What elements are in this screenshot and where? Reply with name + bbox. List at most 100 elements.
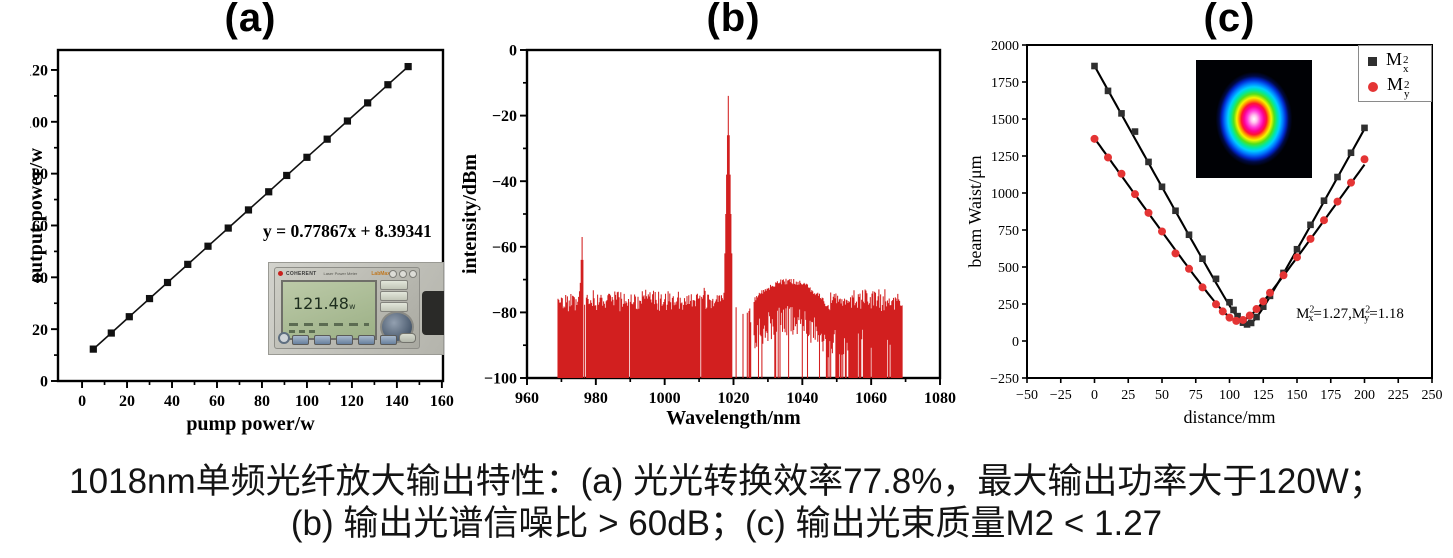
svg-text:−80: −80 [492, 305, 517, 322]
meter-round-button [389, 270, 397, 278]
power-meter-inset: COHERENT Laser Power Meter LabMax 121.48… [268, 262, 444, 355]
svg-text:1750: 1750 [991, 76, 1019, 91]
svg-text:1000: 1000 [649, 390, 681, 407]
svg-text:1500: 1500 [991, 113, 1019, 128]
panel-b: (b) 960 980 1000 1020 1040 1060 1080 0 −20 −40 −60… [460, 0, 965, 450]
meter-reading-unit: w [348, 302, 356, 311]
beam-profile-inset [1196, 60, 1312, 178]
svg-text:−60: −60 [492, 239, 517, 256]
panel-a-chart: 0 20 40 60 80 100 120 140 160 0 20 40 60 80 100 120 pump… [30, 48, 454, 435]
panel-b-chart: 960 980 1000 1020 1040 1060 1080 0 −20 −40 −60 −80 −… [460, 43, 956, 429]
meter-round-buttons [389, 270, 417, 278]
meter-side-button [399, 333, 416, 343]
meter-device-title: Laser Power Meter [323, 271, 358, 276]
m2-annotation: M2 x=1.27,M2 y=1.18 [1296, 305, 1404, 325]
figure-caption: 1018nm单频光纤放大输出特性：(a) 光光转换效率77.8%，最大输出功率大… [0, 461, 1453, 545]
svg-text:960: 960 [515, 390, 539, 407]
svg-text:125: 125 [1253, 388, 1274, 403]
meter-top-bar: COHERENT Laser Power Meter LabMax [278, 269, 416, 278]
svg-text:980: 980 [584, 390, 608, 407]
svg-text:pump power/w: pump power/w [186, 413, 315, 435]
svg-text:250: 250 [1422, 388, 1443, 403]
caption-line-2: (b) 输出光谱信噪比 > 60dB；(c) 输出光束质量M2 < 1.27 [290, 504, 1163, 543]
meter-model-text: LabMax [371, 270, 390, 277]
meter-soft-button [336, 335, 353, 345]
panel-c: (c) −50 −25 0 25 50 75 100 125 150 175 200 225 250 −2… [965, 0, 1453, 450]
svg-text:0: 0 [1091, 388, 1098, 403]
svg-text:200: 200 [1354, 388, 1375, 403]
svg-text:1040: 1040 [786, 390, 818, 407]
meter-round-button [409, 270, 417, 278]
axes: −50 −25 0 25 50 75 100 125 150 175 200 225 250−25002… [965, 39, 1443, 427]
svg-text:distance/mm: distance/mm [1184, 407, 1276, 427]
series-output-power [89, 62, 412, 353]
meter-soft-button [292, 335, 309, 345]
svg-text:150: 150 [1287, 388, 1308, 403]
svg-text:20: 20 [32, 322, 48, 339]
svg-text:25: 25 [1121, 388, 1135, 403]
svg-text:20: 20 [119, 393, 135, 410]
svg-text:100: 100 [30, 114, 48, 131]
svg-text:−25: −25 [1050, 388, 1072, 403]
svg-text:1060: 1060 [855, 390, 887, 407]
coherent-logo-icon [278, 271, 283, 276]
panel-a-title: (a) [224, 0, 277, 40]
svg-text:250: 250 [998, 298, 1019, 313]
meter-power-button [278, 332, 290, 344]
svg-text:−20: −20 [492, 108, 517, 125]
svg-text:−250: −250 [990, 372, 1019, 387]
beam-spot [1196, 60, 1312, 178]
power-meter-body: COHERENT Laser Power Meter LabMax 121.48… [274, 267, 420, 349]
meter-screen-status-row2 [289, 330, 319, 333]
meter-bottom-buttons [292, 335, 397, 345]
svg-text:120: 120 [30, 63, 48, 80]
svg-text:Wavelength/nm: Wavelength/nm [666, 407, 801, 429]
axes: 0 20 40 60 80 100 120 140 160 0 20 40 60 80 100 120 pump… [30, 48, 454, 435]
panel-b-title: (b) [706, 0, 761, 40]
svg-text:75: 75 [1189, 388, 1203, 403]
caption-line-1: 1018nm单频光纤放大输出特性：(a) 光光转换效率77.8%，最大输出功率大… [69, 462, 1384, 501]
svg-text:40: 40 [164, 393, 180, 410]
svg-text:60: 60 [32, 218, 48, 235]
meter-screen: 121.48w [281, 280, 377, 340]
meter-background-object [422, 291, 444, 335]
square-marker-icon [1368, 57, 1377, 66]
panel-c-chart: −50 −25 0 25 50 75 100 125 150 175 200 225 250−25002… [965, 39, 1443, 427]
svg-text:2000: 2000 [991, 39, 1019, 54]
svg-text:−50: −50 [1016, 388, 1038, 403]
meter-soft-button [314, 335, 331, 345]
svg-text:750: 750 [998, 224, 1019, 239]
meter-round-button [399, 270, 407, 278]
panel-c-title: (c) [1203, 0, 1256, 40]
svg-text:120: 120 [340, 393, 364, 410]
panel-a: (a) 0 20 40 60 80 100 120 140 160 0 20 40 60 80 100 120… [30, 0, 462, 450]
series-m2x [1091, 62, 1368, 328]
svg-text:1000: 1000 [991, 187, 1019, 202]
svg-text:0: 0 [40, 374, 48, 391]
axes: 960 980 1000 1020 1040 1060 1080 0 −20 −40 −60 −80 −… [460, 43, 956, 429]
svg-text:0: 0 [1012, 335, 1019, 350]
fit-equation: y = 0.77867x + 8.39341 [263, 221, 432, 241]
svg-text:output power/w: output power/w [30, 147, 47, 283]
series-spectrum [557, 95, 903, 378]
svg-text:1080: 1080 [924, 390, 956, 407]
svg-text:−40: −40 [492, 174, 517, 191]
svg-text:175: 175 [1320, 388, 1341, 403]
meter-reading: 121.48w [293, 294, 356, 313]
meter-reading-value: 121.48 [293, 294, 349, 313]
svg-text:1020: 1020 [718, 390, 750, 407]
svg-text:60: 60 [209, 393, 225, 410]
meter-soft-button [380, 335, 397, 345]
svg-text:80: 80 [254, 393, 270, 410]
meter-screen-status-row [289, 323, 369, 326]
svg-text:50: 50 [1155, 388, 1169, 403]
svg-text:intensity/dBm: intensity/dBm [460, 154, 481, 274]
svg-text:140: 140 [385, 393, 409, 410]
svg-text:160: 160 [430, 393, 454, 410]
svg-text:40: 40 [32, 270, 48, 287]
